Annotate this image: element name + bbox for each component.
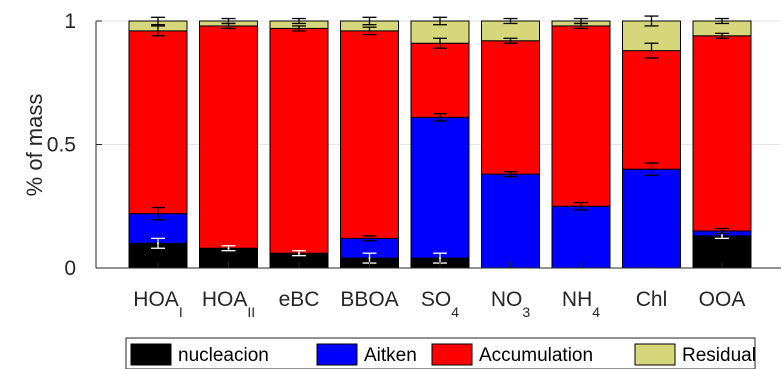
bar-segment-accumulation (551, 25, 611, 207)
x-tick-label-main: eBC (279, 288, 320, 311)
y-tick-label: 0.5 (47, 134, 76, 157)
x-tick-label: HOAII (202, 288, 255, 320)
x-tick-label-subscript: I (179, 304, 183, 320)
bar-segment-accumulation (692, 35, 752, 232)
x-tick-label-subscript: 4 (592, 304, 600, 320)
legend-swatch-residual (634, 343, 676, 366)
x-tick-label-subscript: II (247, 304, 255, 320)
bar-segment-accumulation (622, 50, 681, 170)
x-tick-label-main: HOA (202, 288, 248, 311)
bar-segment-aitken (481, 173, 540, 269)
x-tick-label: NO3 (491, 288, 531, 320)
bar-segment-aitken (622, 168, 681, 269)
x-tick-label-main: NO (491, 288, 523, 311)
legend-label-residual: Residual (682, 345, 756, 366)
x-tick-label-main: NH (562, 288, 592, 311)
bar-segment-accumulation (481, 40, 540, 175)
bar-segment-accumulation (410, 42, 470, 118)
bar-segment-aitken (410, 116, 470, 259)
legend: nucleacion Aitken Accumulation Residual (125, 337, 756, 369)
bar-segment-aitken (551, 205, 611, 269)
bar-segment-accumulation (340, 30, 399, 239)
bar-segment-accumulation (199, 25, 258, 249)
y-tick-label: 0 (64, 257, 76, 280)
x-tick-label: NH4 (562, 288, 600, 320)
legend-swatch-accumulation (431, 343, 473, 366)
x-tick-label: SO4 (421, 288, 459, 320)
legend-swatch-aitken (316, 343, 358, 366)
y-tick-label: 1 (64, 10, 76, 33)
x-tick-label-main: Chl (636, 288, 668, 311)
x-tick-label-main: HOA (133, 288, 179, 311)
error-bars (151, 15, 729, 264)
bar-segment-accumulation (128, 30, 188, 215)
legend-swatch-nucleacion (130, 343, 172, 366)
x-tick-label: OOA (699, 288, 746, 311)
legend-label-accumulation: Accumulation (479, 345, 593, 366)
legend-label-aitken: Aitken (364, 345, 417, 366)
x-tick-label: BBOA (340, 288, 398, 311)
x-tick-label: Chl (636, 288, 668, 311)
x-tick-label-subscript: 3 (522, 304, 530, 320)
bar-segment-accumulation (269, 27, 329, 254)
x-tick-label: HOAI (133, 288, 182, 320)
x-tick-label-main: OOA (699, 288, 746, 311)
x-tick-label-subscript: 4 (451, 304, 459, 320)
legend-label-nucleacion: nucleacion (178, 345, 269, 366)
x-tick-label-main: SO (421, 288, 451, 311)
axes (95, 20, 781, 269)
y-axis-label: % of mass (22, 94, 47, 197)
x-tick-label: eBC (279, 288, 320, 311)
x-tick-label-main: BBOA (340, 288, 398, 311)
